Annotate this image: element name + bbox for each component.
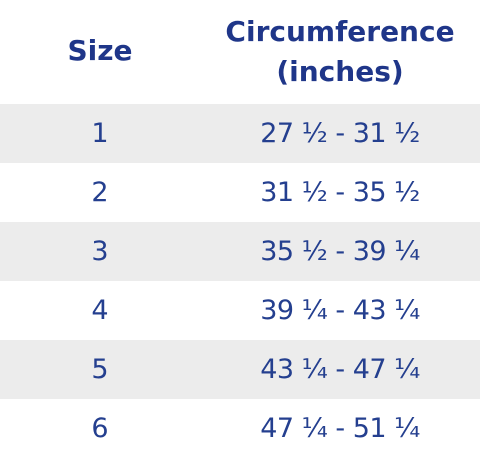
table-row: 5 43 ¼ - 47 ¼	[0, 340, 480, 399]
circumference-header-line1: Circumference	[225, 15, 455, 48]
circumference-column-header: Circumference (inches)	[200, 12, 480, 92]
table-row: 3 35 ½ - 39 ¼	[0, 222, 480, 281]
table-body: 1 27 ½ - 31 ½ 2 31 ½ - 35 ½ 3 35 ½ - 39 …	[0, 104, 480, 458]
circumference-cell: 43 ¼ - 47 ¼	[260, 354, 420, 385]
circumference-cell: 35 ½ - 39 ¼	[260, 236, 420, 267]
size-cell: 1	[91, 118, 109, 149]
table-row: 1 27 ½ - 31 ½	[0, 104, 480, 163]
circumference-cell: 31 ½ - 35 ½	[260, 177, 420, 208]
circumference-cell: 27 ½ - 31 ½	[260, 118, 420, 149]
table-header: Size Circumference (inches)	[0, 0, 480, 104]
table-row: 6 47 ¼ - 51 ¼	[0, 399, 480, 458]
circumference-cell: 47 ¼ - 51 ¼	[260, 413, 420, 444]
size-cell: 2	[91, 177, 109, 208]
circumference-cell: 39 ¼ - 43 ¼	[260, 295, 420, 326]
table-row: 2 31 ½ - 35 ½	[0, 163, 480, 222]
size-cell: 4	[91, 295, 109, 326]
size-cell: 3	[91, 236, 109, 267]
size-column-header: Size	[67, 34, 133, 67]
size-cell: 5	[91, 354, 109, 385]
circumference-header-line2: (inches)	[276, 55, 404, 88]
size-cell: 6	[91, 413, 109, 444]
table-row: 4 39 ¼ - 43 ¼	[0, 281, 480, 340]
